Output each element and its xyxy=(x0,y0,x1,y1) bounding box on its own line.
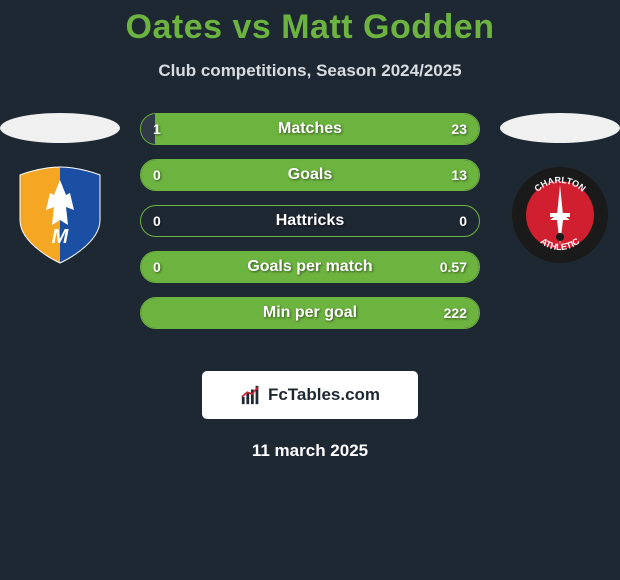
stat-label: Min per goal xyxy=(263,304,357,322)
subtitle: Club competitions, Season 2024/2025 xyxy=(0,61,620,81)
stat-value-right: 13 xyxy=(451,167,467,183)
stat-row: 0 Goals 13 xyxy=(140,159,480,191)
player-right-avatar-placeholder xyxy=(500,113,620,143)
stat-value-right: 0 xyxy=(459,213,467,229)
stat-value-right: 0.57 xyxy=(440,259,467,275)
page-title: Oates vs Matt Godden xyxy=(0,8,620,47)
player-right-column: CHARLTON ATHLETIC xyxy=(500,113,620,265)
stats-table: 1 Matches 23 0 Goals 13 0 Hattricks 0 0 Goals per … xyxy=(140,113,480,343)
stat-value-left: 0 xyxy=(153,213,161,229)
stat-row: 0 Hattricks 0 xyxy=(140,205,480,237)
comparison-card: Oates vs Matt Godden Club competitions, … xyxy=(0,0,620,461)
stat-value-right: 23 xyxy=(451,121,467,137)
svg-text:M: M xyxy=(52,226,70,248)
comparison-content: M CHARLTON ATHLETIC 1 Matches 23 0 Goals 13 0 H… xyxy=(0,113,620,353)
stat-row: 0 Goals per match 0.57 xyxy=(140,251,480,283)
stat-value-left: 0 xyxy=(153,167,161,183)
stat-label: Matches xyxy=(278,120,342,138)
date-label: 11 march 2025 xyxy=(0,441,620,461)
player-left-column: M xyxy=(0,113,120,265)
stat-label: Goals per match xyxy=(247,258,372,276)
stat-value-right: 222 xyxy=(444,305,467,321)
charlton-badge-icon: CHARLTON ATHLETIC xyxy=(510,165,610,265)
bar-chart-icon xyxy=(240,384,262,406)
player-left-avatar-placeholder xyxy=(0,113,120,143)
stat-value-left: 1 xyxy=(153,121,161,137)
mansfield-badge-icon: M xyxy=(10,165,110,265)
stat-label: Goals xyxy=(288,166,332,184)
stat-row: 1 Matches 23 xyxy=(140,113,480,145)
source-badge: FcTables.com xyxy=(202,371,418,419)
source-label: FcTables.com xyxy=(268,385,380,405)
stat-label: Hattricks xyxy=(276,212,344,230)
stat-row: Min per goal 222 xyxy=(140,297,480,329)
stat-value-left: 0 xyxy=(153,259,161,275)
